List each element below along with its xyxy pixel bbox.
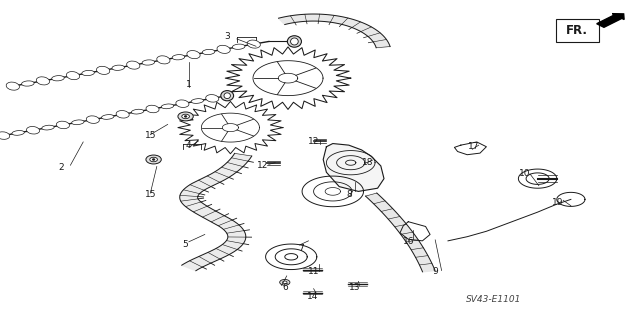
Ellipse shape [67,71,79,80]
Text: 6: 6 [282,283,287,292]
Ellipse shape [6,82,19,90]
Polygon shape [323,144,384,191]
Ellipse shape [112,65,125,70]
Ellipse shape [131,109,144,114]
Text: 12: 12 [308,137,319,146]
Ellipse shape [224,93,230,99]
Text: 13: 13 [349,283,361,292]
Ellipse shape [102,115,114,119]
Ellipse shape [52,76,64,81]
Ellipse shape [157,56,170,64]
Ellipse shape [182,114,189,119]
Text: SV43-E1101: SV43-E1101 [466,295,522,304]
Text: 8: 8 [346,190,351,199]
Text: FR.: FR. [566,25,588,37]
Ellipse shape [146,105,159,113]
Ellipse shape [287,36,301,47]
Ellipse shape [22,81,34,86]
Text: 11: 11 [308,267,319,276]
Ellipse shape [152,159,155,160]
Ellipse shape [232,44,245,49]
Polygon shape [278,14,390,48]
Ellipse shape [116,111,129,118]
Ellipse shape [36,77,49,85]
Polygon shape [365,193,435,272]
Ellipse shape [56,121,70,129]
Ellipse shape [191,99,204,103]
Ellipse shape [86,116,99,123]
Text: 9: 9 [433,267,438,276]
Ellipse shape [0,132,10,139]
Ellipse shape [12,130,24,135]
Text: 1: 1 [186,80,191,89]
Text: 3: 3 [225,32,230,41]
Text: 12: 12 [257,161,268,170]
Ellipse shape [291,38,298,45]
Text: 18: 18 [362,158,374,167]
Ellipse shape [187,50,200,59]
Ellipse shape [26,127,40,134]
Text: 4: 4 [186,141,191,150]
Ellipse shape [142,60,155,65]
Polygon shape [180,153,252,271]
Text: 2: 2 [58,163,63,172]
Text: 15: 15 [145,131,156,140]
Text: 15: 15 [145,190,156,199]
Ellipse shape [176,100,189,108]
Ellipse shape [283,281,287,284]
Ellipse shape [217,45,230,53]
Text: 7: 7 [298,244,303,253]
Ellipse shape [178,112,193,121]
FancyArrow shape [596,14,624,27]
Ellipse shape [205,95,219,102]
Ellipse shape [72,120,84,125]
Ellipse shape [280,279,290,285]
Ellipse shape [247,40,260,48]
Ellipse shape [97,66,110,74]
Ellipse shape [42,125,54,130]
Text: 14: 14 [307,292,318,300]
Ellipse shape [150,157,157,162]
Ellipse shape [82,70,94,76]
Ellipse shape [184,116,187,117]
Text: 16: 16 [403,237,414,246]
Text: 17: 17 [468,142,479,151]
Ellipse shape [146,155,161,164]
Text: 10: 10 [519,169,531,178]
Text: 19: 19 [552,198,564,207]
Ellipse shape [172,55,185,60]
Ellipse shape [161,104,173,109]
Ellipse shape [127,61,140,69]
Text: 5: 5 [183,240,188,249]
FancyBboxPatch shape [556,19,599,42]
Ellipse shape [202,49,215,55]
Ellipse shape [221,91,234,101]
